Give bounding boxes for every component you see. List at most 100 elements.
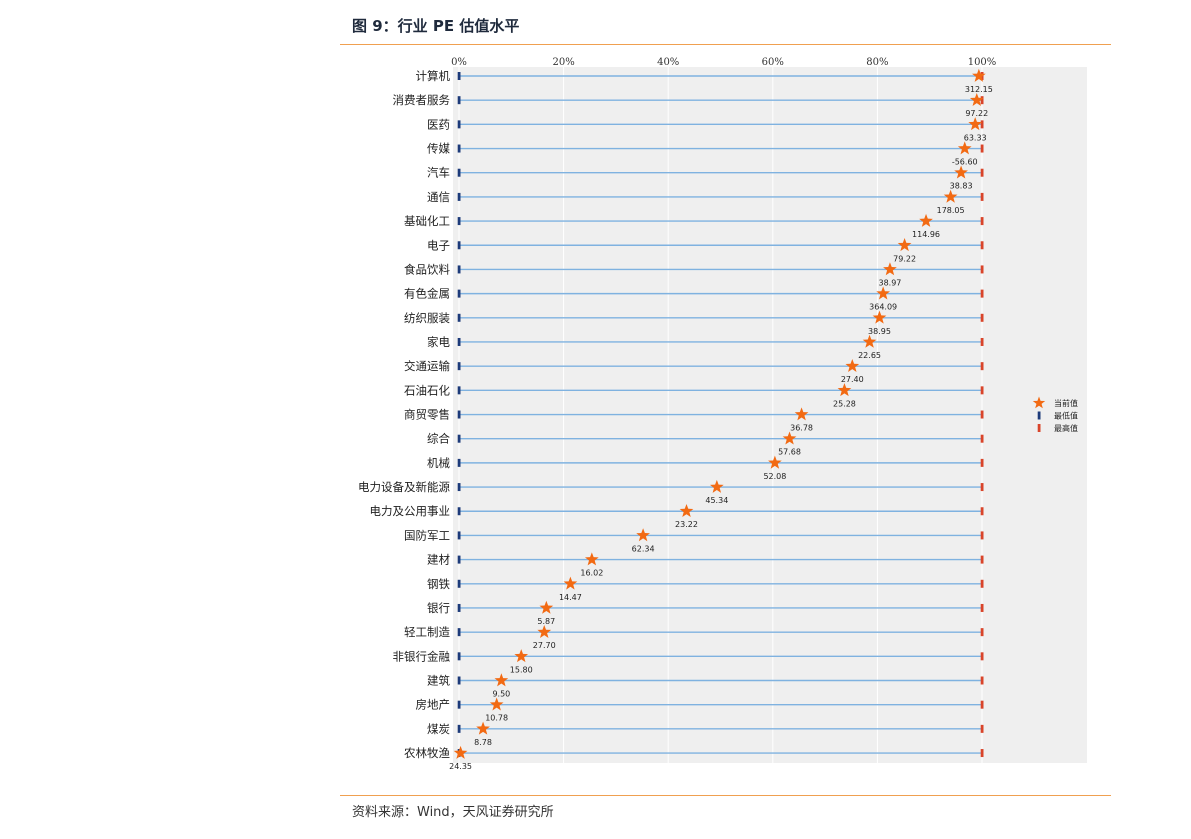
min-marker [457,72,461,80]
min-marker [457,144,461,153]
current-marker [845,358,860,372]
category-row: 15.80 非银行金融 [393,649,984,674]
current-marker [969,92,984,106]
current-marker [709,479,724,493]
current-value-label: 52.08 [763,472,786,481]
max-marker [980,120,984,129]
current-value-label: 14.47 [559,593,582,602]
category-label: 建筑 [427,674,450,688]
current-marker [943,189,958,203]
current-value-label: 97.22 [965,109,988,118]
current-value-label: 114.96 [912,230,940,239]
max-marker [980,386,984,395]
current-value-label: 8.78 [474,738,492,747]
current-value-label: 27.70 [533,641,556,650]
current-value-label: 24.35 [449,762,472,771]
category-row: 23.22 电力及公用事业 [370,504,984,529]
max-marker [980,555,984,564]
max-marker [980,265,984,274]
max-marker [980,724,984,733]
category-label: 商贸零售 [404,408,450,422]
max-marker [980,483,984,492]
category-row: 45.34 电力设备及新能源 [358,479,984,505]
category-label: 电子 [427,238,450,252]
max-marker [980,168,984,177]
min-marker [457,120,461,129]
min-marker [457,362,461,371]
current-value-label: 63.33 [964,133,987,142]
current-value-label: 5.87 [537,617,555,626]
current-value-label: 45.34 [705,496,728,505]
category-row: 52.08 机械 [427,455,984,481]
current-value-label: 79.22 [893,254,916,263]
min-marker [457,192,461,201]
max-marker [980,434,984,443]
current-value-label: -56.60 [952,158,978,167]
current-marker [862,334,877,348]
current-value-label: 36.78 [790,424,813,433]
current-value-label: 9.50 [492,690,510,699]
category-label: 非银行金融 [393,649,451,663]
current-value-label: 38.95 [868,327,891,336]
category-row: 27.40 交通运输 [404,358,984,384]
max-marker [980,144,984,153]
current-marker [584,552,599,566]
current-marker [876,286,890,300]
figure-title: 图 9：行业 PE 估值水平 [352,17,520,35]
category-label: 消费者服务 [393,93,451,107]
current-marker [968,117,983,131]
min-marker [457,531,461,540]
min-marker [457,410,461,419]
min-marker [457,289,461,298]
current-marker [768,455,782,469]
current-value-label: 38.97 [878,278,901,287]
category-row: 14.47 钢铁 [427,576,984,602]
current-marker [897,238,912,252]
category-label: 电力设备及新能源 [358,480,450,494]
category-row: 38.95 纺织服装 [404,310,984,336]
current-value-label: 364.09 [869,303,897,312]
current-value-label: 10.78 [485,714,508,723]
category-label: 轻工制造 [404,625,450,639]
current-value-label: 25.28 [833,399,856,408]
current-value-label: 23.22 [675,520,698,529]
category-label: 纺织服装 [404,311,450,325]
current-value-label: 15.80 [510,665,533,674]
current-marker [489,697,504,711]
category-row: 10.78 房地产 [416,697,984,723]
category-label: 银行 [427,601,450,615]
max-marker [980,96,984,105]
legend-label: 当前值 [1054,398,1078,408]
current-marker [636,528,650,542]
x-tick-label: 100% [968,57,997,68]
min-marker [457,555,461,564]
category-row: 97.22 消费者服务 [393,92,988,118]
category-row: 114.96 基础化工 [404,213,984,239]
category-row: 24.35 农林牧渔 [404,745,984,771]
max-marker [980,531,984,540]
current-marker [972,68,986,82]
category-row: 25.28 石油石化 [404,383,984,408]
current-marker [919,213,933,227]
max-marker [980,217,984,226]
min-marker [457,579,461,588]
min-marker [457,724,461,733]
legend-label: 最高值 [1054,423,1078,433]
category-row: 63.33 医药 [427,117,987,142]
category-label: 通信 [427,190,450,204]
current-marker [782,431,797,445]
category-row: 178.05 通信 [427,189,984,215]
x-tick-label: 40% [657,57,679,68]
max-marker [980,410,984,419]
x-tick-label: 0% [451,57,467,68]
min-marker [457,628,461,637]
min-marker [457,265,461,274]
category-label: 房地产 [416,698,451,712]
category-label: 石油石化 [404,383,450,397]
min-marker [457,337,461,346]
max-marker [980,507,984,516]
current-value-label: 16.02 [580,569,603,578]
category-row: 22.65 家电 [427,334,984,360]
max-marker [980,700,984,709]
